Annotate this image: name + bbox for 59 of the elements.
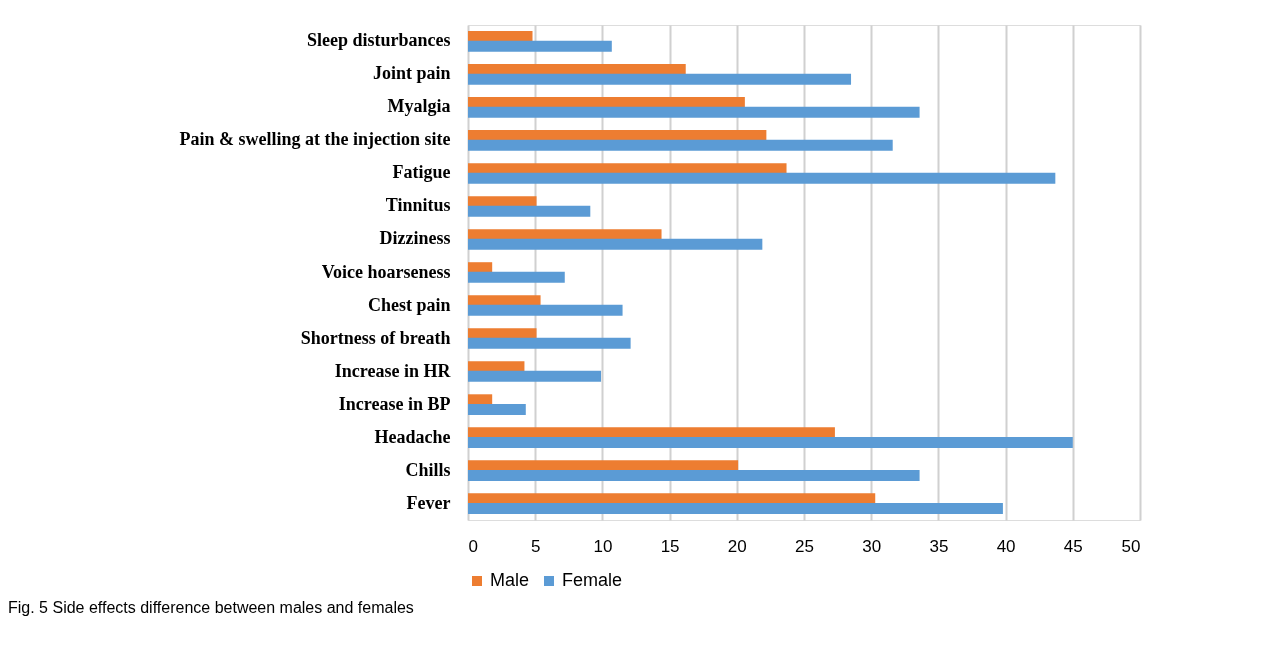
bar <box>468 205 591 217</box>
x-tick-label: 40 <box>996 536 1016 556</box>
bar <box>468 394 493 406</box>
legend-label: Female <box>562 570 623 590</box>
x-tick-label: 10 <box>593 536 613 556</box>
bar <box>468 139 893 151</box>
bar <box>468 370 602 382</box>
bar <box>468 163 787 175</box>
x-tick-label: 50 <box>1121 536 1141 556</box>
y-tick-label: Increase in HR <box>334 360 452 381</box>
bar <box>468 295 541 307</box>
bar <box>468 337 631 349</box>
y-tick-label: Fatigue <box>392 162 451 183</box>
bar <box>468 502 1003 514</box>
bar <box>468 271 565 283</box>
bar <box>468 73 852 85</box>
bar <box>468 64 686 76</box>
x-tick-label: 30 <box>862 536 882 556</box>
y-tick-label: Pain & swelling at the injection site <box>179 129 451 150</box>
bar <box>468 229 662 241</box>
bar <box>468 469 920 481</box>
x-tick-label: 20 <box>727 536 747 556</box>
x-tick-label: 0 <box>468 536 478 556</box>
x-tick-label: 45 <box>1063 536 1083 556</box>
bar <box>468 460 739 472</box>
y-tick-label: Myalgia <box>387 96 451 117</box>
bar <box>468 40 612 52</box>
y-tick-label: Dizziness <box>379 228 451 249</box>
y-tick-label: Voice hoarseness <box>321 261 451 282</box>
y-tick-label: Shortness of breath <box>300 327 451 348</box>
x-tick-label: 25 <box>795 536 814 556</box>
y-tick-label: Sleep disturbances <box>306 30 451 51</box>
bar <box>468 130 767 142</box>
bar <box>468 196 537 208</box>
bar <box>468 403 526 415</box>
bar <box>468 328 537 340</box>
bar <box>468 262 493 274</box>
bar <box>468 304 623 316</box>
y-tick-label: Fever <box>406 492 451 513</box>
bar <box>468 436 1073 448</box>
y-tick-label: Chills <box>405 459 451 480</box>
bar <box>468 427 835 439</box>
bar <box>468 361 525 373</box>
legend-label: Male <box>490 570 530 590</box>
bar <box>468 493 876 505</box>
bar <box>468 106 920 118</box>
y-tick-label: Increase in BP <box>338 393 451 414</box>
caption: Fig. 5 Side effects difference between males and females <box>8 599 414 616</box>
y-tick-label: Chest pain <box>367 294 451 315</box>
bar <box>468 31 533 43</box>
y-tick-label: Joint pain <box>372 63 451 84</box>
bar <box>468 97 745 109</box>
x-tick-label: 35 <box>929 536 949 556</box>
y-tick-label: Headache <box>374 426 451 447</box>
bar <box>468 238 763 250</box>
y-tick-label: Tinnitus <box>385 195 451 216</box>
bar <box>468 172 1056 184</box>
x-tick-label: 15 <box>660 536 680 556</box>
x-tick-label: 5 <box>530 536 541 556</box>
